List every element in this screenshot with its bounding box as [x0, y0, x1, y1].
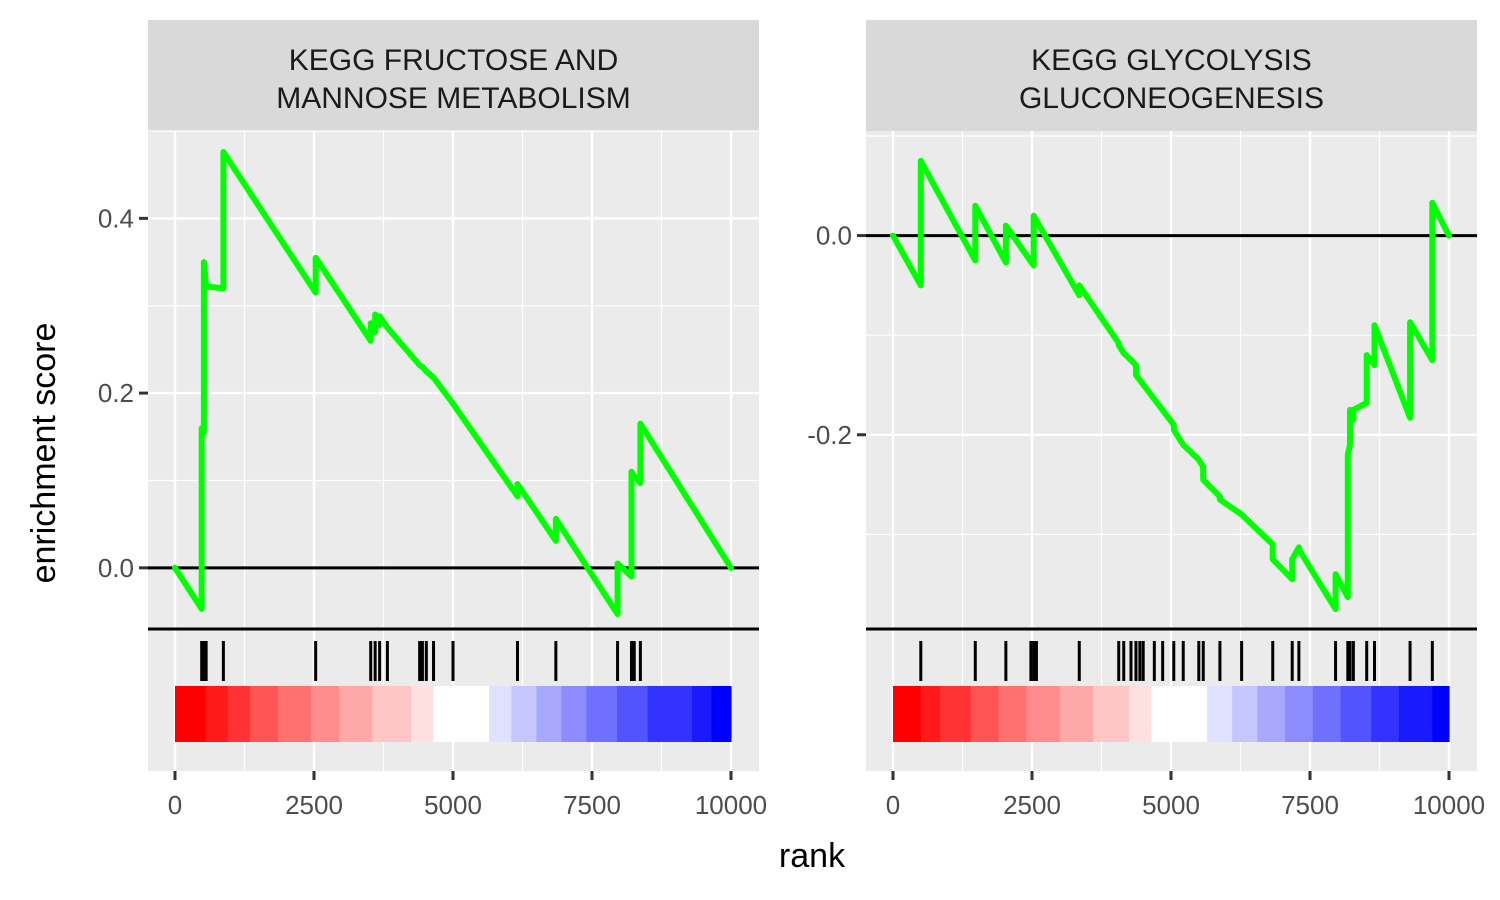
y-tick-label: 0.0 [816, 221, 852, 251]
heat-segment [1340, 686, 1372, 742]
heat-segment [250, 686, 279, 742]
heat-segment [489, 686, 512, 742]
heat-segment [339, 686, 373, 742]
panel-strip [866, 20, 1477, 131]
x-tick-label: 2500 [285, 790, 343, 820]
heat-segment [175, 686, 207, 742]
heat-segment [1371, 686, 1400, 742]
heat-segment [940, 686, 972, 742]
y-axis-title: enrichment score [25, 323, 63, 584]
heat-segment [647, 686, 693, 742]
panel-title-line: MANNOSE METABOLISM [276, 82, 631, 115]
heat-segment [1026, 686, 1061, 742]
heat-segment [1257, 686, 1286, 742]
x-tick-label: 10000 [695, 790, 767, 820]
heat-segment [692, 686, 713, 742]
heat-segment [372, 686, 412, 742]
x-axis-title: rank [779, 837, 846, 875]
x-tick-label: 7500 [563, 790, 621, 820]
heat-segment [1432, 686, 1450, 742]
y-tick-label: -0.2 [807, 420, 852, 450]
heat-segment [617, 686, 649, 742]
heat-segment [586, 686, 618, 742]
heat-segment [205, 686, 229, 742]
y-tick-label: 0.2 [98, 378, 134, 408]
panel-strip [148, 20, 759, 131]
heat-segment [433, 686, 490, 742]
enrichment-line [890, 157, 1452, 613]
panel-1: KEGG FRUCTOSE AND MANNOSE METABOLISM 0.0 0.… [98, 20, 767, 820]
heat-segment [1059, 686, 1094, 742]
heat-segment [1207, 686, 1233, 742]
x-tick-label: 5000 [1142, 790, 1200, 820]
x-tick-label: 10000 [1413, 790, 1485, 820]
heat-segment [1129, 686, 1153, 742]
enrichment-line [172, 149, 734, 618]
heat-segment [970, 686, 1000, 742]
panel-2: KEGG GLYCOLYSIS GLUCONEOGENESIS -0.2 0.0 0 25… [807, 20, 1485, 820]
heat-segment [893, 686, 922, 742]
heat-segment [511, 686, 537, 742]
panels-layer: KEGG FRUCTOSE AND MANNOSE METABOLISM 0.0 0.… [98, 20, 1485, 820]
heat-segment [1284, 686, 1314, 742]
heat-segment [1232, 686, 1258, 742]
panel-title-line: GLUCONEOGENESIS [1019, 82, 1324, 115]
heat-segment [227, 686, 251, 742]
heat-segment [536, 686, 563, 742]
heat-segment [1093, 686, 1130, 742]
panel-title-line: KEGG FRUCTOSE AND [289, 44, 619, 77]
heat-segment [1398, 686, 1433, 742]
heat-segment [711, 686, 732, 742]
heat-segment [311, 686, 340, 742]
x-tick-label: 0 [886, 790, 900, 820]
heat-segment [920, 686, 941, 742]
x-tick-label: 2500 [1003, 790, 1061, 820]
y-tick-label: 0.4 [98, 203, 134, 233]
heat-segment [277, 686, 312, 742]
panel-title-line: KEGG GLYCOLYSIS [1031, 44, 1312, 77]
x-tick-label: 5000 [424, 790, 482, 820]
heat-segment [1151, 686, 1208, 742]
heat-segment [411, 686, 435, 742]
heat-segment [998, 686, 1028, 742]
heat-segment [561, 686, 588, 742]
x-tick-label: 0 [168, 790, 182, 820]
x-tick-label: 7500 [1281, 790, 1339, 820]
heat-segment [1312, 686, 1342, 742]
y-tick-label: 0.0 [98, 553, 134, 583]
